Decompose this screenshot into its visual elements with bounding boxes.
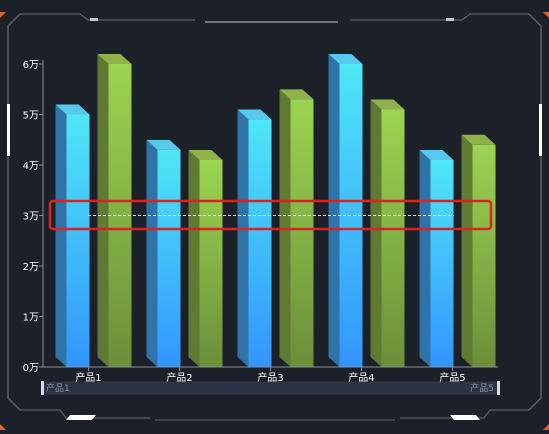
bar-side-face <box>97 54 109 367</box>
decorative-frame <box>0 12 549 430</box>
bar-top-face <box>328 54 363 64</box>
bar-front-face <box>199 159 223 367</box>
bar-front-face <box>66 114 90 367</box>
bar-top-face <box>279 89 314 100</box>
data-zoom-slider[interactable]: 产品1 产品5 <box>41 381 500 395</box>
bar-front-face <box>430 159 454 367</box>
bar-side-face <box>146 139 158 367</box>
bar-series-1[interactable] <box>419 149 454 367</box>
y-tick-label: 5万 <box>23 111 39 122</box>
zoom-handle-left[interactable] <box>41 381 44 395</box>
bar-front-face <box>248 119 272 367</box>
bar-top-face <box>188 149 223 160</box>
bar-side-face <box>237 109 249 368</box>
y-tick-label: 4万 <box>23 161 39 172</box>
bar-top-face <box>146 139 181 150</box>
zoom-end-label: 产品5 <box>470 382 494 394</box>
x-tick-label: 产品3 <box>257 371 283 384</box>
bar-side-face <box>461 134 473 367</box>
bar-side-face <box>55 104 67 367</box>
frame-left-accent-bar <box>7 104 10 156</box>
bar-front-face <box>290 99 314 367</box>
bar-top-face <box>237 109 272 120</box>
x-tick-label: 产品5 <box>439 371 465 384</box>
y-axis: 0万 1万 2万 3万 4万 5万 6万 <box>23 60 44 374</box>
frame-top-left-border <box>20 13 195 21</box>
zoom-start-label: 产品1 <box>46 382 70 394</box>
frame-right-accent-bar <box>539 104 542 156</box>
highlight-box <box>48 199 493 231</box>
bar-front-face <box>381 109 405 367</box>
bar-series-1[interactable] <box>146 139 181 367</box>
bar-top-face <box>461 134 496 145</box>
bar-series-2[interactable] <box>279 89 314 367</box>
bar-side-face <box>328 54 340 367</box>
bar-top-face <box>97 54 132 64</box>
frame-top-right-border <box>350 13 529 21</box>
x-tick-label: 产品2 <box>166 371 192 384</box>
bar-top-face <box>55 104 90 115</box>
bar-top-face <box>419 149 454 160</box>
bar-series-2[interactable] <box>97 54 132 367</box>
x-tick-label: 产品4 <box>348 371 374 384</box>
frame-bottom-right-tab <box>450 415 480 420</box>
frame-bottom-right-border <box>400 409 529 419</box>
bar-side-face <box>419 149 431 367</box>
frame-top-right-tab <box>446 18 454 21</box>
bar-side-face <box>370 99 382 367</box>
frame-top-left-tab <box>90 18 98 21</box>
bar-series <box>55 54 496 368</box>
x-tick-label: 产品1 <box>75 371 101 384</box>
y-tick-label: 3万 <box>23 212 39 223</box>
bar-series-1[interactable] <box>55 104 90 368</box>
bar-series-1[interactable] <box>328 54 363 367</box>
frame-bottom-left-tab <box>66 415 96 420</box>
bar-front-face <box>157 149 181 367</box>
bar-front-face <box>472 144 496 367</box>
corner-top-right <box>543 12 549 18</box>
corner-bottom-left <box>0 424 6 430</box>
bar-series-1[interactable] <box>237 109 272 368</box>
zoom-track[interactable] <box>41 381 499 395</box>
bar-series-2[interactable] <box>370 99 405 367</box>
y-tick-label: 2万 <box>23 262 39 273</box>
bar-series-2[interactable] <box>188 149 223 367</box>
y-tick-label: 1万 <box>23 313 39 324</box>
frame-left-border <box>7 13 21 411</box>
bar-side-face <box>188 149 200 367</box>
bar-series-2[interactable] <box>461 134 496 367</box>
frame-bottom-left-border <box>20 409 150 419</box>
corner-bottom-right <box>543 424 549 430</box>
y-tick-label: 6万 <box>23 60 39 71</box>
x-axis: 产品1 产品2 产品3 产品4 产品5 <box>43 366 498 384</box>
frame-right-border <box>528 13 542 411</box>
y-tick-label: 0万 <box>23 363 39 374</box>
corner-top-left <box>0 12 6 18</box>
bar-top-face <box>370 99 405 110</box>
zoom-handle-right[interactable] <box>497 381 500 395</box>
